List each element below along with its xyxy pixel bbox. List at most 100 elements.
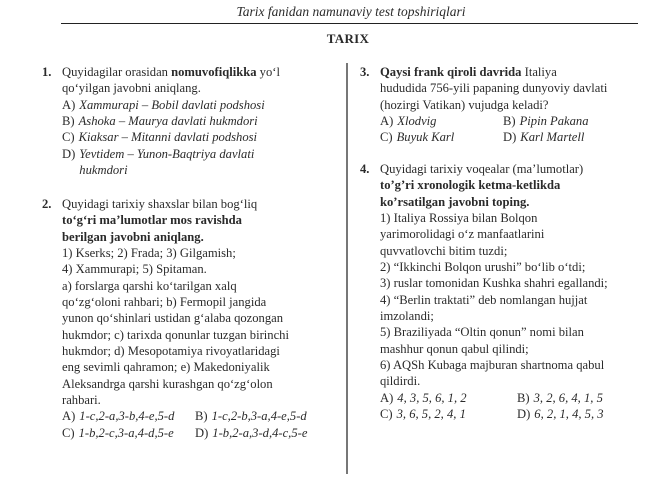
question-text-line: 4) Xammurapi; 5) Spitaman. [62, 261, 307, 277]
answer-option-c[interactable]: C) 3, 6, 5, 2, 4, 1 [380, 406, 517, 422]
question-text-line: Quyidagilar orasidan nomuvofiqlikka yo‘l [62, 64, 289, 80]
option-label: B) [503, 114, 516, 129]
question-text: yo‘l [256, 65, 280, 79]
question-text: 1) Italiya Rossiya bilan Bolqon [380, 211, 538, 226]
question-1: 1. Quyidagilar orasidan nomuvofiqlikka yo… [42, 64, 289, 179]
question-text: hukmdor; c) tarixda qonunlar tuzgan biri… [62, 327, 289, 342]
answer-option-b[interactable]: B) Pipin Pakana [503, 113, 607, 129]
question-text-line: Aleksandrga qarshi kurashgan qo‘zg‘olon [62, 376, 307, 392]
answer-option-d[interactable]: D) 6, 2, 1, 4, 5, 3 [517, 406, 608, 422]
question-text-line: qo‘yilgan javobni aniqlang. [62, 80, 289, 96]
option-text: 6, 2, 1, 4, 5, 3 [534, 407, 604, 422]
option-text: Xammurapi – Bobil davlati podshosi [79, 97, 265, 112]
option-label: B) [195, 409, 208, 424]
question-text: Italiya [521, 65, 557, 79]
question-text-line: Qaysi frank qiroli davrida Italiya [380, 64, 607, 80]
option-label: C) [380, 130, 393, 145]
question-number: 2. [42, 197, 52, 211]
option-label: D) [62, 146, 76, 161]
answer-option-b[interactable]: B) 3, 2, 6, 4, 1, 5 [517, 390, 608, 406]
emphasis-text: ko’rsatilgan javobni toping. [380, 194, 530, 209]
answer-option-a[interactable]: A) 4, 3, 5, 6, 1, 2 [380, 390, 517, 406]
question-number: 4. [360, 162, 370, 176]
question-text: yunon qo‘shinlari ustidan g‘alaba qozong… [62, 311, 284, 326]
question-text: rahbari. [62, 393, 101, 408]
answer-options: A) Xammurapi – Bobil davlati podshosi B) As… [62, 97, 289, 179]
question-text-line: 3) ruslar tomonidan Kushka shahri egalla… [380, 275, 608, 291]
option-text: Ashoka – Maurya davlati hukmdori [78, 114, 258, 129]
question-text: Aleksandrga qarshi kurashgan qo‘zg‘olon [62, 376, 273, 391]
question-text: qildirdi. [380, 374, 421, 389]
question-text-line: 1) Kserks; 2) Frada; 3) Gilgamish; [62, 245, 307, 261]
option-label: A) [62, 409, 76, 424]
question-text-line: (hozirgi Vatikan) vujudga keladi? [380, 97, 607, 113]
option-text: 3, 6, 5, 2, 4, 1 [396, 407, 466, 422]
question-text-line: Quyidagi tarixiy shaxslar bilan bog‘liq [62, 196, 307, 212]
answer-option-b[interactable]: B) Ashoka – Maurya davlati hukmdori [62, 113, 289, 129]
question-text: 6) AQSh Kubaga majburan shartnoma qabul [380, 358, 605, 373]
question-text-line: 1) Italiya Rossiya bilan Bolqon [380, 210, 608, 226]
question-text-line: rahbari. [62, 392, 307, 408]
question-text: (hozirgi Vatikan) vujudga keladi? [380, 97, 549, 112]
answer-option-c[interactable]: C) Kiaksar – Mitanni davlati podshosi [62, 129, 289, 145]
answer-option-d[interactable]: D) Yevtidem – Yunon-Baqtriya davlati hukm… [62, 146, 289, 179]
question-text-line: to’g’ri xronologik ketma-ketlikda [380, 177, 608, 193]
page-header-title: Tarix fanidan namunaviy test topshiriqla… [236, 4, 466, 19]
option-text: 1-c,2-b,3-a,4-e,5-d [211, 409, 307, 424]
question-text-line: 2) “Ikkinchi Bolqon urushi” bo‘lib o‘tdi… [380, 259, 608, 275]
question-text-line: 6) AQSh Kubaga majburan shartnoma qabul [380, 357, 608, 373]
question-text-line: eng sevimli qahramon; e) Makedoniyalik [62, 359, 307, 375]
question-text-line: imzolandi; [380, 308, 608, 324]
answer-option-c[interactable]: C) 1-b,2-c,3-a,4-d,5-e [62, 425, 195, 441]
option-text: 3, 2, 6, 4, 1, 5 [533, 390, 603, 405]
question-text-line: a) forslarga qarshi ko‘tarilgan xalq [62, 278, 307, 294]
answer-option-a[interactable]: A) Xlodvig [380, 113, 503, 129]
emphasis-text: berilgan javobni aniqlang. [62, 229, 204, 244]
question-text: 3) ruslar tomonidan Kushka shahri egalla… [380, 276, 608, 291]
option-text: 4, 3, 5, 6, 1, 2 [397, 390, 467, 405]
question-text-line: berilgan javobni aniqlang. [62, 229, 307, 245]
option-label: D) [517, 407, 531, 422]
answer-option-a[interactable]: A) Xammurapi – Bobil davlati podshosi [62, 97, 289, 113]
question-text: Quyidagilar orasidan [62, 65, 172, 79]
answer-option-b[interactable]: B) 1-c,2-b,3-a,4-e,5-d [195, 408, 307, 424]
option-label: A) [380, 390, 394, 405]
answer-option-c[interactable]: C) Buyuk Karl [380, 129, 503, 145]
question-text-line: hududida 756-yili papaning dunyoviy davl… [380, 80, 607, 96]
question-text: qo‘yilgan javobni aniqlang. [62, 81, 201, 96]
question-text: Quyidagi tarixiy shaxslar bilan bog‘liq [62, 197, 258, 211]
question-text-line: qo‘zg‘oloni rahbari; b) Fermopil jangida [62, 294, 307, 310]
column-divider [346, 63, 348, 474]
option-text: Yevtidem – Yunon-Baqtriya davlati hukmdo… [79, 146, 255, 178]
emphasis-text: to‘g‘ri ma’lumotlar mos ravishda [62, 213, 242, 228]
subject-title: TARIX [326, 31, 370, 46]
answer-option-a[interactable]: A) 1-c,2-a,3-b,4-e,5-d [62, 408, 195, 424]
question-text: a) forslarga qarshi ko‘tarilgan xalq [62, 278, 237, 293]
option-text: 1-c,2-a,3-b,4-e,5-d [79, 409, 175, 424]
option-text: Karl Martell [520, 130, 585, 145]
answer-option-d[interactable]: D) Karl Martell [503, 129, 607, 145]
question-4: 4. Quyidagi tarixiy voqealar (ma’lumotlar… [360, 161, 608, 423]
question-text-line: ko’rsatilgan javobni toping. [380, 194, 608, 210]
answer-options: A) Xlodvig B) Pipin Pakana C) Buyuk Karl D) Kar… [380, 113, 607, 146]
option-text: 1-b,2-a,3-d,4-c,5-e [212, 425, 308, 440]
option-text: Buyuk Karl [396, 130, 455, 145]
option-label: C) [62, 130, 75, 145]
answer-option-d[interactable]: D) 1-b,2-a,3-d,4-c,5-e [195, 425, 307, 441]
question-text: hukmdor; d) Mesopotamiya rivoyatlaridagi [62, 344, 280, 359]
option-text: Pipin Pakana [519, 114, 589, 129]
question-text-line: qildirdi. [380, 373, 608, 389]
question-text: eng sevimli qahramon; e) Makedoniyalik [62, 360, 270, 375]
question-text-line: hukmdor; d) Mesopotamiya rivoyatlaridagi [62, 343, 307, 359]
option-text: Xlodvig [397, 114, 437, 129]
question-text-line: Quyidagi tarixiy voqealar (ma’lumotlar) [380, 161, 608, 177]
question-number: 1. [42, 65, 52, 79]
question-text-line: mashhur qonun qabul qilindi; [380, 341, 608, 357]
question-number: 3. [360, 65, 370, 79]
question-text: Quyidagi tarixiy voqealar (ma’lumotlar) [380, 162, 584, 176]
option-text: Kiaksar – Mitanni davlati podshosi [78, 130, 258, 145]
question-text: 4) “Berlin traktati” deb nomlangan hujja… [380, 292, 588, 307]
option-label: D) [503, 130, 517, 145]
option-label: B) [62, 114, 75, 129]
emphasis-text: Qaysi frank qiroli davrida [380, 65, 522, 79]
